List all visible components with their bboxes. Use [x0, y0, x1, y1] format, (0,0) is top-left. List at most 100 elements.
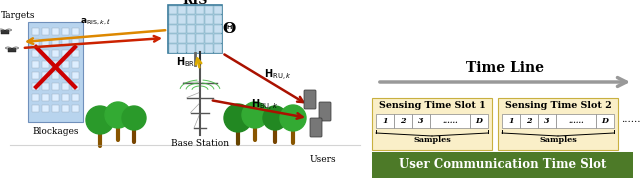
Bar: [32, 72, 39, 79]
Bar: [32, 105, 39, 112]
Bar: [186, 6, 195, 14]
Bar: [195, 44, 204, 53]
Circle shape: [263, 106, 287, 130]
Text: Θ: Θ: [222, 22, 236, 36]
Bar: [214, 34, 221, 43]
Bar: [520, 114, 538, 128]
Bar: [498, 98, 618, 150]
Bar: [72, 105, 79, 112]
Circle shape: [105, 102, 131, 128]
Text: 1: 1: [382, 117, 388, 125]
Bar: [62, 39, 69, 46]
Text: Samples: Samples: [413, 136, 451, 144]
Bar: [470, 114, 488, 128]
Bar: [1, 30, 9, 34]
Text: 2: 2: [526, 117, 532, 125]
Bar: [52, 39, 59, 46]
Bar: [186, 15, 195, 24]
Bar: [195, 6, 204, 14]
Bar: [502, 114, 520, 128]
Bar: [205, 44, 212, 53]
Bar: [168, 5, 222, 53]
Bar: [177, 44, 186, 53]
Bar: [42, 39, 49, 46]
Bar: [52, 61, 59, 68]
Bar: [195, 25, 204, 33]
FancyBboxPatch shape: [304, 90, 316, 109]
Bar: [214, 15, 221, 24]
Bar: [168, 15, 177, 24]
Bar: [168, 6, 177, 14]
Bar: [42, 61, 49, 68]
Bar: [205, 34, 212, 43]
Bar: [538, 114, 556, 128]
Bar: [32, 39, 39, 46]
Text: RIS: RIS: [182, 0, 208, 7]
Bar: [556, 114, 596, 128]
Circle shape: [122, 106, 146, 130]
Bar: [205, 25, 212, 33]
Bar: [372, 152, 633, 178]
Bar: [32, 94, 39, 101]
Text: D: D: [602, 117, 609, 125]
Bar: [214, 25, 221, 33]
Text: Users: Users: [310, 156, 336, 164]
Text: Time Line: Time Line: [466, 61, 544, 75]
Text: $\mathbf{H}_{\mathrm{BR}}$: $\mathbf{H}_{\mathrm{BR}}$: [176, 55, 196, 69]
Bar: [72, 72, 79, 79]
Text: $\mathbf{a}_{\mathrm{RIS},k,\ell}$: $\mathbf{a}_{\mathrm{RIS},k,\ell}$: [79, 17, 110, 27]
Bar: [186, 25, 195, 33]
Circle shape: [280, 105, 306, 131]
Bar: [596, 114, 614, 128]
Bar: [52, 105, 59, 112]
Bar: [52, 28, 59, 35]
Bar: [62, 50, 69, 57]
Bar: [42, 94, 49, 101]
Bar: [52, 94, 59, 101]
Text: ......: ......: [568, 117, 584, 125]
Bar: [177, 15, 186, 24]
Bar: [32, 61, 39, 68]
Bar: [72, 50, 79, 57]
Bar: [62, 105, 69, 112]
Text: Sensing Time Slot 1: Sensing Time Slot 1: [379, 101, 485, 109]
Bar: [42, 105, 49, 112]
Bar: [62, 83, 69, 90]
Bar: [205, 6, 212, 14]
Bar: [177, 25, 186, 33]
Bar: [72, 28, 79, 35]
Text: 2: 2: [400, 117, 406, 125]
Bar: [186, 34, 195, 43]
Text: 1: 1: [508, 117, 514, 125]
Bar: [52, 72, 59, 79]
Text: 3: 3: [418, 117, 424, 125]
Bar: [177, 6, 186, 14]
Bar: [28, 22, 83, 122]
Bar: [195, 34, 204, 43]
Text: ......: ......: [442, 117, 458, 125]
Bar: [52, 83, 59, 90]
Bar: [177, 34, 186, 43]
Bar: [214, 6, 221, 14]
Text: Base Station: Base Station: [171, 140, 229, 148]
Bar: [394, 114, 412, 128]
Bar: [52, 50, 59, 57]
Text: Sensing Time Slot 2: Sensing Time Slot 2: [504, 101, 611, 109]
Text: User Communication Time Slot: User Communication Time Slot: [399, 158, 606, 171]
Bar: [205, 15, 212, 24]
Bar: [168, 25, 177, 33]
Bar: [195, 15, 204, 24]
Bar: [62, 28, 69, 35]
Text: Blockages: Blockages: [32, 127, 79, 135]
Bar: [168, 44, 177, 53]
Text: Targets: Targets: [1, 11, 35, 20]
Bar: [62, 94, 69, 101]
Bar: [42, 72, 49, 79]
Bar: [412, 114, 430, 128]
Text: 3: 3: [544, 117, 550, 125]
Bar: [72, 61, 79, 68]
Bar: [32, 28, 39, 35]
Bar: [62, 72, 69, 79]
Bar: [42, 83, 49, 90]
Bar: [32, 83, 39, 90]
